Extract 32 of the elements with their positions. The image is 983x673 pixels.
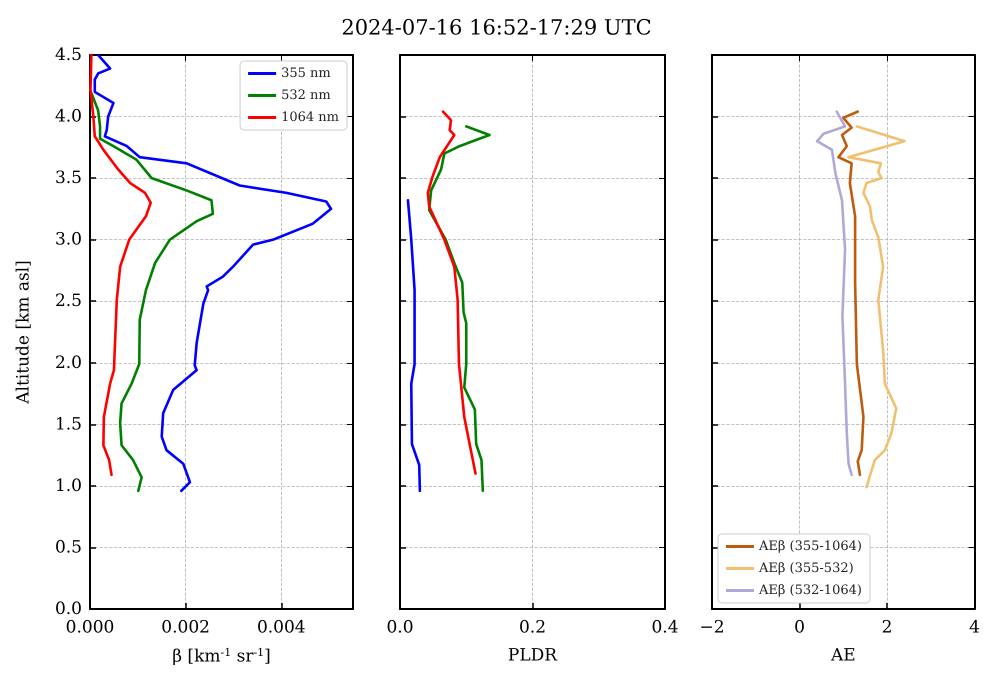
- x-tick-label: 0.0: [386, 618, 414, 638]
- y-tick-label: 0.5: [54, 537, 82, 558]
- x-tick-label: 0.004: [256, 618, 306, 638]
- y-tick-label: 0.0: [54, 599, 82, 619]
- legend-label: 1064 nm: [281, 110, 340, 125]
- x-tick-label: 0.4: [651, 618, 679, 638]
- line-series: [89, 54, 152, 476]
- y-tick-label: 4.5: [54, 45, 82, 65]
- y-tick-label: 2.5: [54, 291, 82, 312]
- y-tick-label: 3.5: [54, 168, 82, 188]
- y-tick-label: 1.0: [54, 476, 82, 496]
- x-axis-title: AE: [830, 646, 856, 666]
- y-axis-title: Altitude [km asl]: [14, 260, 34, 405]
- y-tick-label: 3.0: [54, 230, 82, 250]
- y-tick-label: 2.0: [54, 352, 82, 373]
- line-series: [90, 92, 214, 492]
- x-tick-label: −2: [699, 618, 725, 638]
- y-tick-label: 4.0: [54, 106, 82, 127]
- legend-label: AEβ (355-532): [758, 561, 854, 576]
- x-axis-title: PLDR: [508, 646, 558, 666]
- x-tick-label: 0.000: [66, 618, 114, 638]
- legend-label: AEβ (532-1064): [758, 583, 862, 598]
- x-tick-label: 0.002: [161, 618, 210, 638]
- legend-label: 355 nm: [281, 66, 331, 81]
- x-tick-label: 0.2: [518, 618, 546, 638]
- chart-title: 2024-07-16 16:52-17:29 UTC: [341, 16, 652, 40]
- legend-label: AEβ (355-1064): [758, 539, 862, 554]
- legend-label: 532 nm: [281, 88, 331, 103]
- x-tick-label: 4: [969, 618, 980, 638]
- y-tick-label: 1.5: [54, 414, 82, 434]
- x-tick-label: 0: [794, 618, 805, 638]
- x-tick-label: 2: [882, 618, 892, 638]
